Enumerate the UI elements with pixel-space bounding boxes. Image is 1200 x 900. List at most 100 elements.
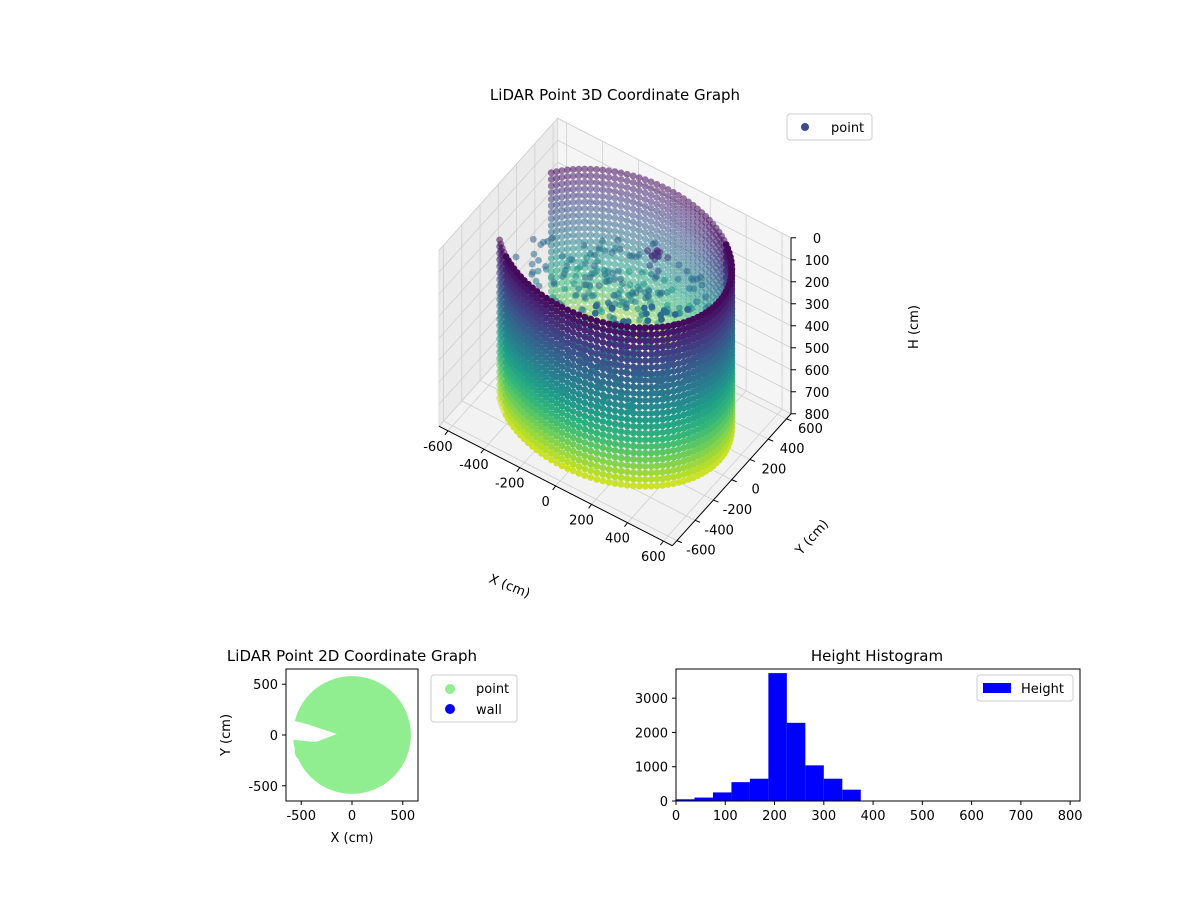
point-marker xyxy=(547,215,555,223)
point-marker xyxy=(564,432,571,439)
point-marker xyxy=(680,215,687,222)
point-cluster xyxy=(313,742,326,755)
point-marker xyxy=(664,395,672,403)
y-tick-label: 0 xyxy=(270,729,278,744)
point-marker xyxy=(547,268,555,276)
x-tick-label: 200 xyxy=(762,809,787,824)
point-marker xyxy=(587,447,595,455)
point-marker xyxy=(575,364,583,372)
point-marker xyxy=(611,447,619,454)
point-marker xyxy=(538,304,545,312)
chart-2d-title: LiDAR Point 2D Coordinate Graph xyxy=(227,647,477,665)
x-tick-mark xyxy=(480,448,485,454)
histogram-bars xyxy=(676,673,861,801)
point-marker xyxy=(623,304,630,312)
point-marker xyxy=(580,293,588,301)
point-marker xyxy=(641,229,649,236)
point-marker xyxy=(636,476,643,483)
point-marker xyxy=(605,226,613,234)
point-marker xyxy=(548,449,555,457)
point-marker xyxy=(543,347,550,355)
point-marker xyxy=(569,232,577,239)
point-marker xyxy=(653,370,661,377)
chart-2d-ylabel: Y (cm) xyxy=(219,714,234,757)
point-marker xyxy=(670,381,677,388)
point-marker xyxy=(599,398,607,406)
point-marker xyxy=(593,462,601,470)
point-marker xyxy=(608,249,616,256)
point-marker xyxy=(611,433,619,441)
point-marker xyxy=(675,446,683,453)
point-marker xyxy=(547,248,555,256)
point-marker xyxy=(664,434,672,442)
point-marker xyxy=(599,431,607,439)
point-marker xyxy=(594,257,602,265)
z-tick-label: 100 xyxy=(805,254,830,269)
point-marker xyxy=(564,359,571,367)
point-marker xyxy=(564,352,571,360)
point-marker xyxy=(664,467,672,475)
point-marker xyxy=(587,441,595,448)
point-marker xyxy=(670,440,677,448)
point-marker xyxy=(599,226,607,233)
point-marker xyxy=(630,449,637,457)
z-tick-label: 0 xyxy=(813,232,821,247)
point-marker xyxy=(575,172,583,180)
point-marker xyxy=(593,423,601,430)
point-marker xyxy=(543,433,550,441)
point-marker xyxy=(553,181,560,189)
point-marker xyxy=(630,337,637,344)
z-tick-label: 600 xyxy=(805,364,830,379)
point-marker xyxy=(564,326,571,334)
point-marker xyxy=(664,421,672,429)
point-marker xyxy=(611,341,619,349)
point-marker xyxy=(630,383,637,391)
point-marker xyxy=(647,423,655,431)
y-tick-mark xyxy=(713,499,719,503)
point-marker xyxy=(629,317,637,325)
point-marker xyxy=(558,409,566,417)
point-marker xyxy=(641,403,649,411)
point-marker xyxy=(575,443,583,451)
point-marker xyxy=(569,185,577,193)
chart-2d: LiDAR Point 2D Coordinate Graph -500 0 500… xyxy=(219,647,518,846)
point-marker xyxy=(664,401,672,409)
point-marker xyxy=(543,380,550,388)
point-marker xyxy=(641,397,649,404)
point-marker xyxy=(617,395,625,402)
point-marker xyxy=(611,440,619,448)
point-marker xyxy=(599,424,607,432)
point-marker xyxy=(629,225,637,233)
point-marker xyxy=(599,444,607,452)
point-marker xyxy=(553,201,560,209)
point-marker xyxy=(575,211,583,219)
point-marker xyxy=(675,297,682,305)
x-tick-label: 0 xyxy=(672,809,680,824)
point-marker xyxy=(587,368,595,376)
point-marker xyxy=(587,421,595,429)
point-marker xyxy=(582,281,590,289)
point-marker xyxy=(670,460,677,468)
point-marker xyxy=(623,236,631,244)
point-marker xyxy=(636,337,643,345)
x-tick-label: 500 xyxy=(390,809,415,824)
point-marker xyxy=(575,430,583,438)
point-marker xyxy=(630,350,637,358)
point-marker xyxy=(647,396,655,404)
point-marker xyxy=(581,386,589,394)
point-marker xyxy=(680,281,687,288)
y-tick-mark xyxy=(731,479,737,483)
point-marker xyxy=(547,169,555,177)
y-tick-label: 3000 xyxy=(635,692,668,707)
point-marker xyxy=(593,363,601,371)
opening-gap xyxy=(286,718,337,743)
point-marker xyxy=(669,261,677,269)
point-marker xyxy=(575,231,583,239)
point-marker xyxy=(569,225,577,233)
point-marker xyxy=(670,387,677,395)
chart-2d-ticks: -500 0 500 -500 0 500 xyxy=(248,678,415,824)
point-marker xyxy=(669,208,677,216)
point-marker xyxy=(605,452,613,460)
point-marker xyxy=(581,313,589,321)
point-marker xyxy=(548,350,555,358)
